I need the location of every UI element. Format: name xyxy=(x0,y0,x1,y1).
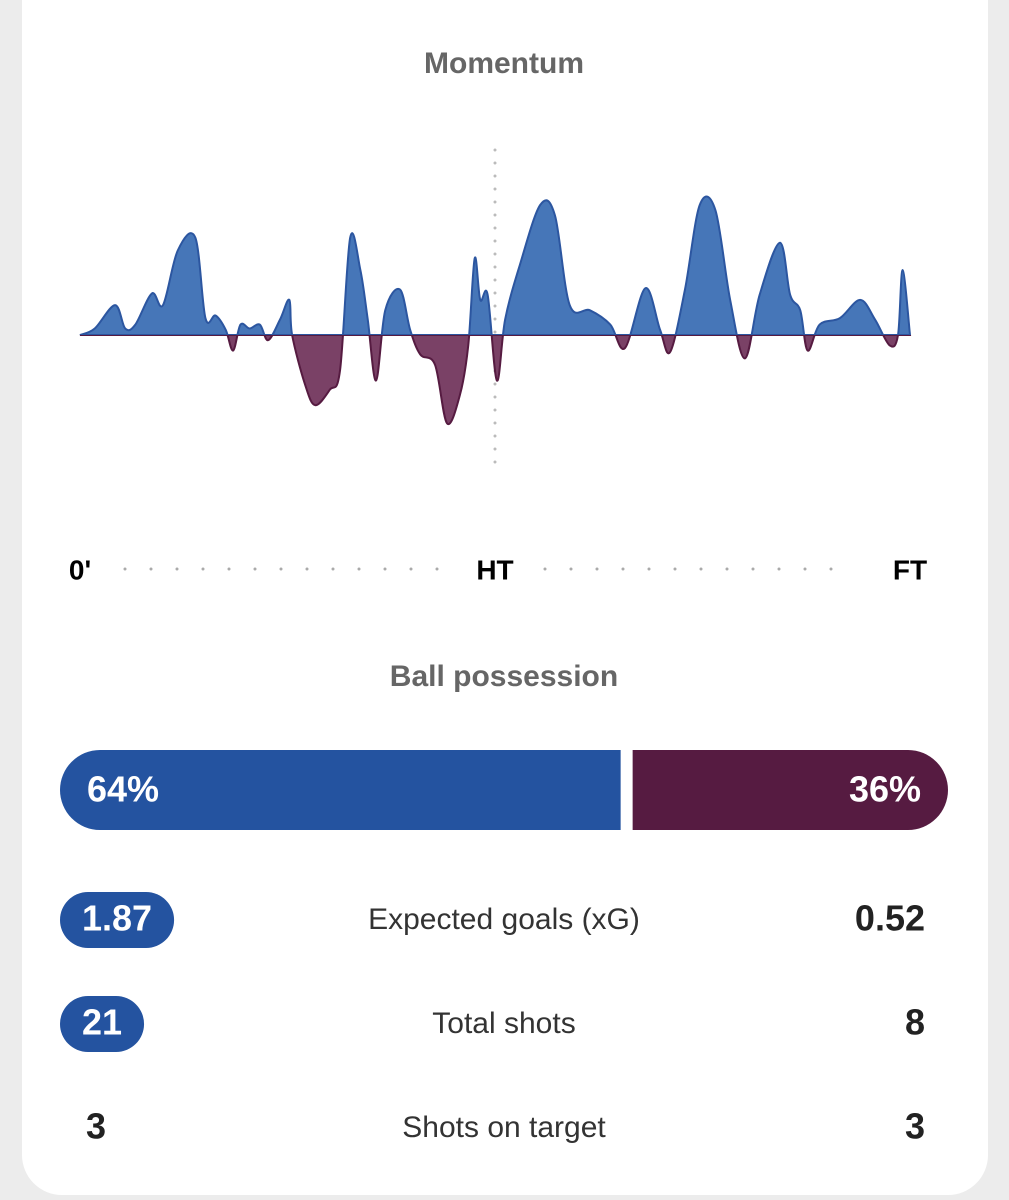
stat-away-value: 0.52 xyxy=(855,898,925,939)
stat-away-value: 8 xyxy=(905,1002,925,1043)
possession-away-bar xyxy=(632,750,948,830)
stat-home-value: 3 xyxy=(86,1106,106,1147)
stat-home-value: 21 xyxy=(82,1002,122,1043)
stat-label: Expected goals (xG) xyxy=(368,903,640,936)
stat-label: Total shots xyxy=(432,1007,575,1040)
x-tick-label: HT xyxy=(476,554,513,585)
possession-away-label: 36% xyxy=(849,769,921,810)
stat-home-value: 1.87 xyxy=(82,898,152,939)
momentum-area-home xyxy=(79,195,912,335)
chart-title: Momentum xyxy=(424,47,584,80)
stat-highlight-pill xyxy=(60,892,175,948)
possession-home-bar xyxy=(60,750,621,830)
momentum-area-away xyxy=(80,335,912,426)
stat-label: Shots on target xyxy=(402,1111,606,1144)
stat-highlight-pill xyxy=(60,996,145,1052)
stat-away-value: 3 xyxy=(905,1106,925,1147)
x-tick-label: 0' xyxy=(69,554,91,585)
x-tick-label: FT xyxy=(893,554,927,585)
section-title: Ball possession xyxy=(390,660,618,693)
possession-home-label: 64% xyxy=(87,769,159,810)
card xyxy=(22,0,988,1195)
